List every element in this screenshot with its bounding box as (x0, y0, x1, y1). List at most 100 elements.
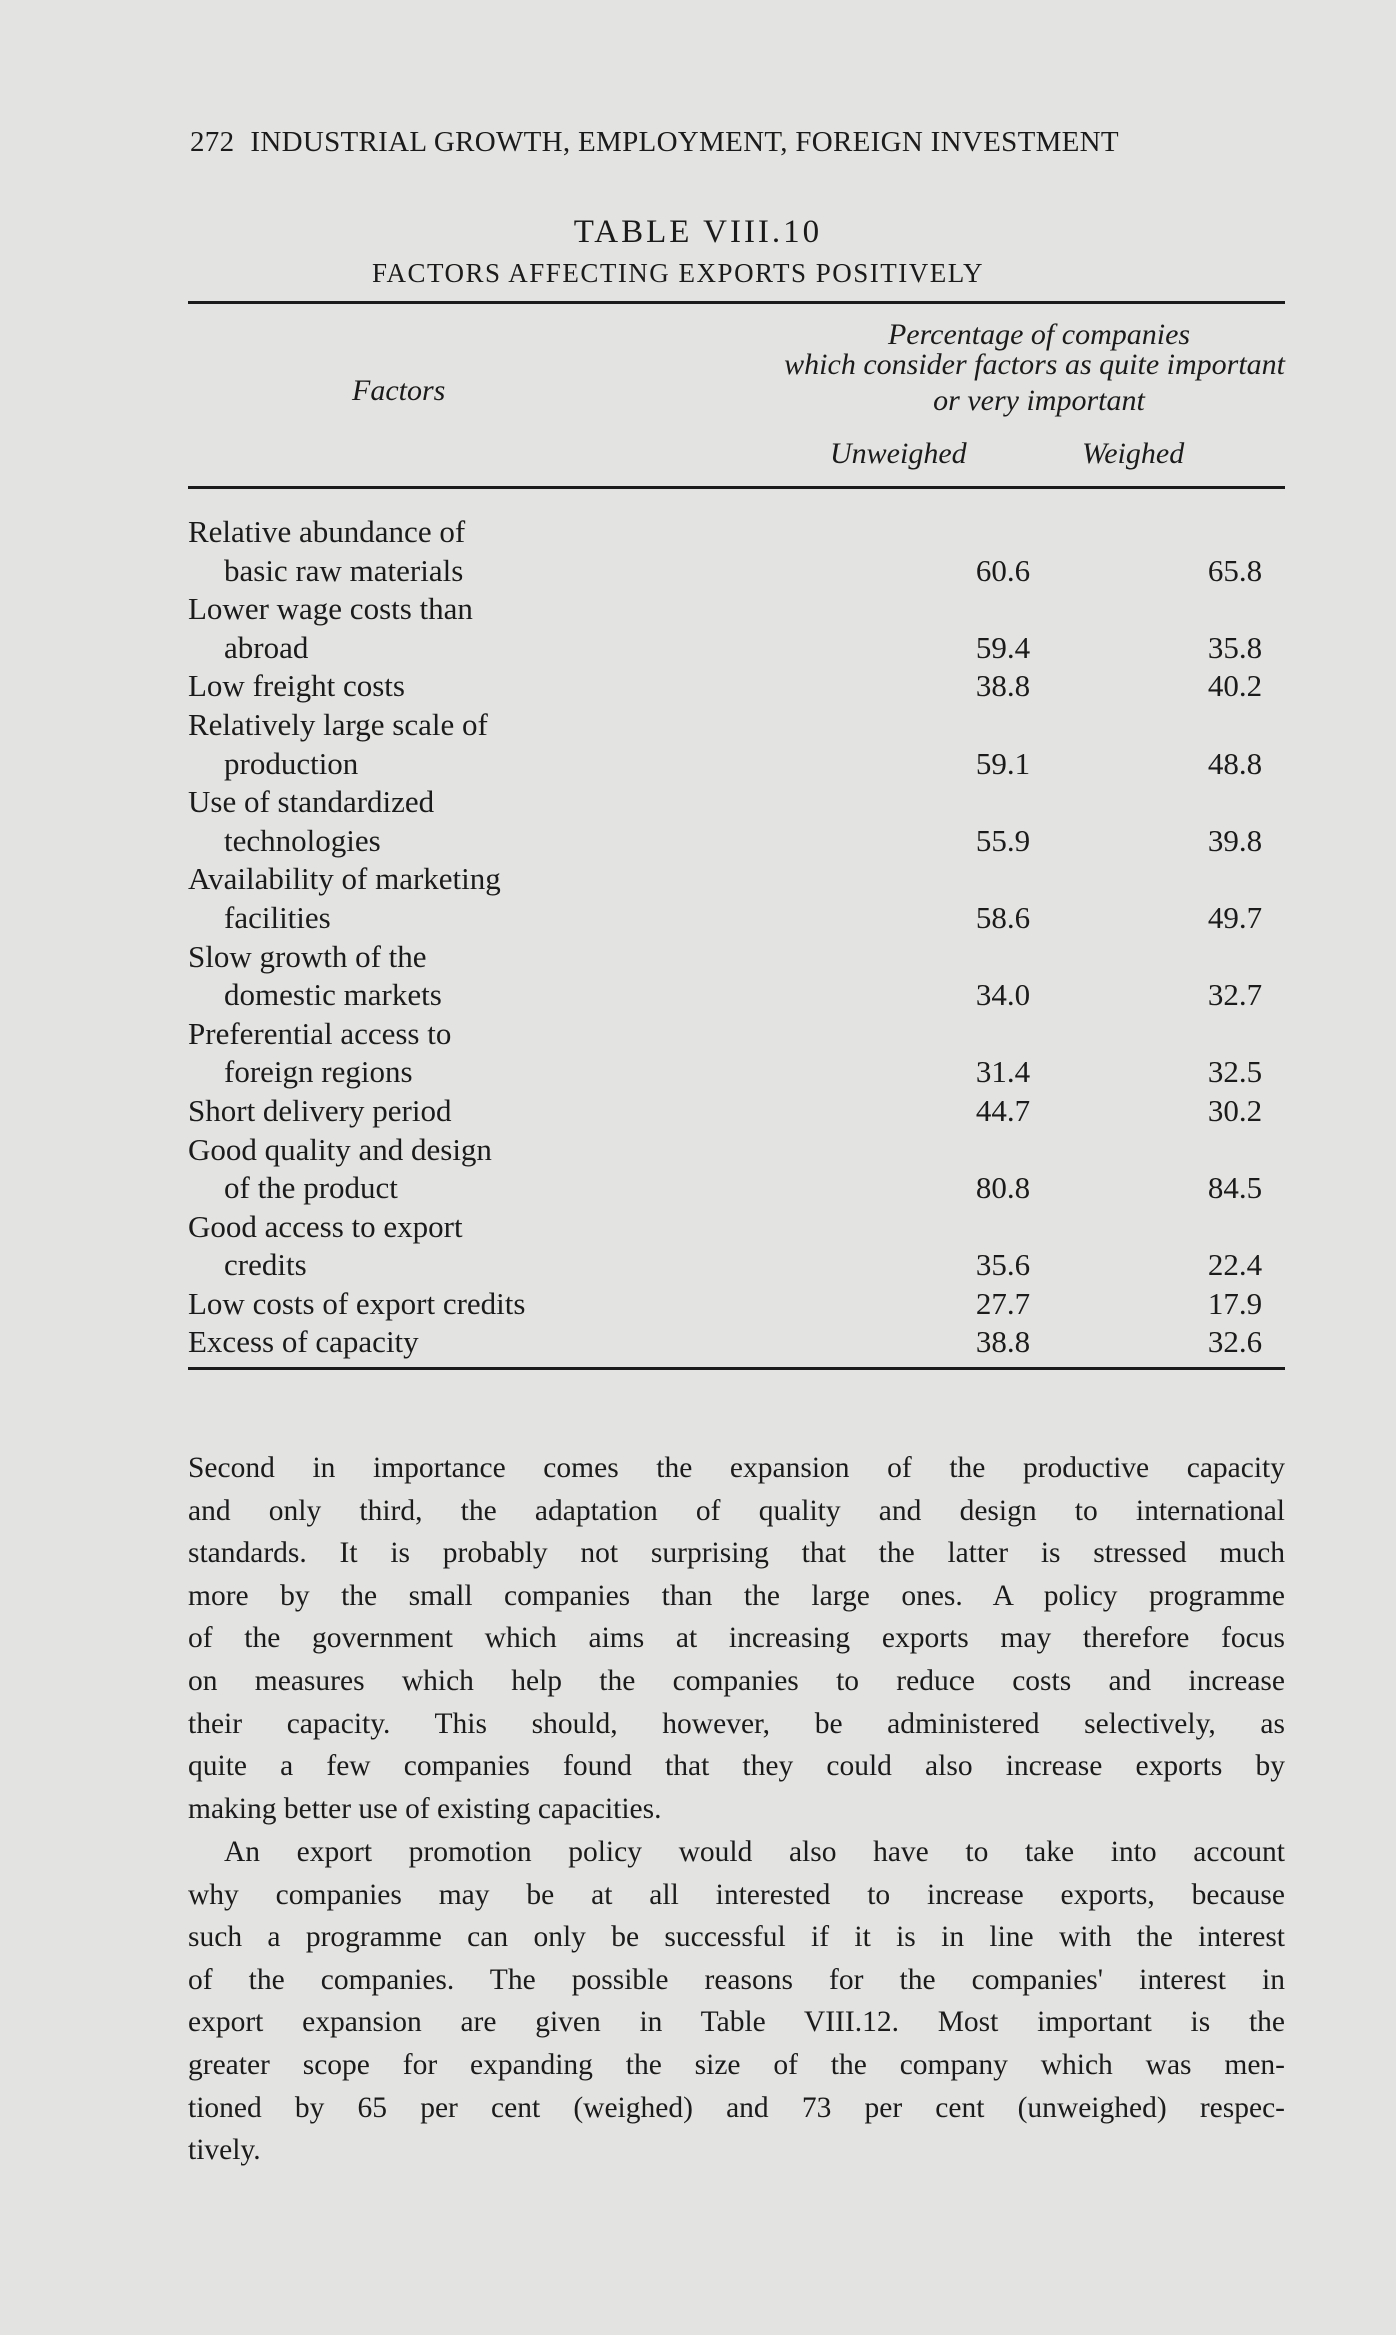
text-line: quite a few companies found that they co… (188, 1750, 1285, 1783)
factor-label-line: of the product (224, 1170, 398, 1206)
factor-label: Slow growth of the domestic markets (188, 938, 828, 1015)
unweighed-value: 58.6 (975, 899, 1031, 935)
factor-label: Relatively large scale of production (188, 706, 828, 783)
factor-label-line: Short delivery period (188, 1092, 452, 1128)
factor-label-line: Low costs of export credits (188, 1285, 526, 1321)
running-title: INDUSTRIAL GROWTH, EMPLOYMENT, FOREIGN I… (250, 126, 1119, 158)
factor-label-line: Relative abundance of (188, 514, 466, 549)
factor-label-line: domestic markets (224, 977, 442, 1013)
weighed-value: 84.5 (1207, 1170, 1263, 1206)
unweighed-value: 35.6 (975, 1247, 1031, 1283)
factor-label: Low costs of export credits (188, 1285, 828, 1324)
factor-label: Availability of marketing facilities (188, 860, 828, 937)
unweighed-value: 44.7 (975, 1092, 1031, 1128)
factor-label-line: technologies (224, 822, 381, 858)
paragraph-1: Second in importance comes the expansion… (188, 1447, 1285, 1830)
text-line: Second in importance comes the expansion… (188, 1452, 1285, 1484)
factor-label: Good access to export credits (188, 1208, 828, 1285)
weighed-value: 22.4 (1207, 1247, 1263, 1283)
factor-label-line: facilities (224, 899, 331, 935)
table-row: Relative abundance of basic raw materials… (188, 513, 1285, 590)
weighed-value: 32.6 (1207, 1324, 1263, 1360)
unweighed-value: 80.8 (975, 1170, 1031, 1206)
table-row: Excess of capacity 38.8 32.6 (188, 1323, 1285, 1362)
text-line: export expansion are given in Table VIII… (188, 2006, 1285, 2039)
table-body: Relative abundance of basic raw materials… (188, 513, 1285, 1362)
table-row: Low costs of export credits 27.7 17.9 (188, 1285, 1285, 1324)
factor-label: Short delivery period (188, 1092, 828, 1131)
unweighed-value: 59.4 (975, 629, 1031, 665)
text-line: making better use of existing capacities… (188, 1792, 662, 1825)
factor-label-line: Excess of capacity (188, 1324, 419, 1360)
factor-label-line: abroad (224, 629, 309, 665)
text-line: of the companies. The possible reasons f… (188, 1963, 1285, 1996)
column-group-line-2: which consider factors as quite importan… (784, 348, 1285, 381)
text-line: and only third, the adaptation of qualit… (188, 1494, 1285, 1527)
text-line: standards. It is probably not surprising… (188, 1537, 1285, 1570)
factor-label-line: Good access to export (188, 1208, 463, 1244)
unweighed-value: 60.6 (975, 552, 1031, 588)
text-line: tively. (188, 2134, 261, 2167)
weighed-value: 48.8 (1207, 745, 1263, 781)
unweighed-value: 55.9 (975, 822, 1031, 858)
factor-label-line: Use of standardized (188, 784, 435, 820)
factor-label: Lower wage costs than abroad (188, 590, 828, 667)
table-header-rule (188, 486, 1285, 489)
factor-label: Preferential access to foreign regions (188, 1015, 828, 1092)
table-row: Preferential access to foreign regions 31.… (188, 1015, 1285, 1092)
text-line: An export promotion policy would also ha… (224, 1836, 1285, 1868)
factor-label: Use of standardized technologies (188, 783, 828, 860)
text-line: such a programme can only be successful … (188, 1921, 1285, 1954)
table-row: Low freight costs 38.8 40.2 (188, 667, 1285, 706)
weighed-value: 32.5 (1207, 1054, 1263, 1090)
table-row: Good access to export credits 35.6 22.4 (188, 1208, 1285, 1285)
column-header-unweighed: Unweighed (830, 437, 967, 470)
factor-label: Low freight costs (188, 667, 828, 706)
table-row: Availability of marketing facilities 58.6 4… (188, 860, 1285, 937)
factor-label-line: Lower wage costs than (188, 591, 473, 627)
factor-label-line: Relatively large scale of (188, 706, 488, 742)
unweighed-value: 38.8 (975, 668, 1031, 704)
weighed-value: 35.8 (1207, 629, 1263, 665)
column-header-factors: Factors (352, 374, 446, 407)
text-line: on measures which help the companies to … (188, 1664, 1285, 1697)
column-group-line-1: Percentage of companies (887, 318, 1191, 351)
weighed-value: 65.8 (1207, 552, 1263, 588)
weighed-value: 39.8 (1207, 822, 1263, 858)
factor-label-line: Good quality and design (188, 1131, 492, 1167)
table-row: Good quality and design of the product 80.… (188, 1131, 1285, 1208)
factor-label: Good quality and design of the product (188, 1131, 828, 1208)
table-row: Relatively large scale of production 59.1 4… (188, 706, 1285, 783)
weighed-value: 40.2 (1207, 668, 1263, 704)
weighed-value: 30.2 (1207, 1092, 1263, 1128)
factor-label-line: production (224, 745, 359, 781)
weighed-value: 32.7 (1207, 977, 1263, 1013)
factor-label: Relative abundance of basic raw materials (188, 513, 828, 590)
factor-label-line: Low freight costs (188, 668, 405, 704)
unweighed-value: 38.8 (975, 1324, 1031, 1360)
text-line: greater scope for expanding the size of … (188, 2048, 1285, 2081)
text-line: why companies may be at all interested t… (188, 1878, 1285, 1911)
table-row: Short delivery period 44.7 30.2 (188, 1092, 1285, 1131)
text-line: more by the small companies than the lar… (188, 1579, 1285, 1612)
unweighed-value: 31.4 (975, 1054, 1031, 1090)
column-header-weighed: Weighed (1082, 437, 1185, 470)
column-group-line-3: or very important (933, 384, 1145, 417)
table-subtitle: FACTORS AFFECTING EXPORTS POSITIVELY (371, 258, 984, 288)
unweighed-value: 27.7 (975, 1285, 1031, 1321)
text-line: their capacity. This should, however, be… (188, 1707, 1285, 1740)
factor-label-line: Availability of marketing (188, 861, 501, 897)
factor-label-line: Preferential access to (188, 1015, 452, 1051)
factor-label-line: Slow growth of the (188, 938, 427, 974)
table-row: Slow growth of the domestic markets 34.0 32… (188, 938, 1285, 1015)
table-row: Lower wage costs than abroad 59.4 35.8 (188, 590, 1285, 667)
table-row: Use of standardized technologies 55.9 39.8 (188, 783, 1285, 860)
unweighed-value: 59.1 (975, 745, 1031, 781)
weighed-value: 49.7 (1207, 899, 1263, 935)
unweighed-value: 34.0 (975, 977, 1031, 1013)
paragraph-2: An export promotion policy would also ha… (188, 1831, 1285, 2172)
table-title: TABLE VIII.10 (573, 214, 823, 250)
factor-label-line: basic raw materials (224, 552, 464, 588)
factor-label-line: credits (224, 1247, 307, 1283)
text-line: tioned by 65 per cent (weighed) and 73 p… (188, 2091, 1285, 2124)
